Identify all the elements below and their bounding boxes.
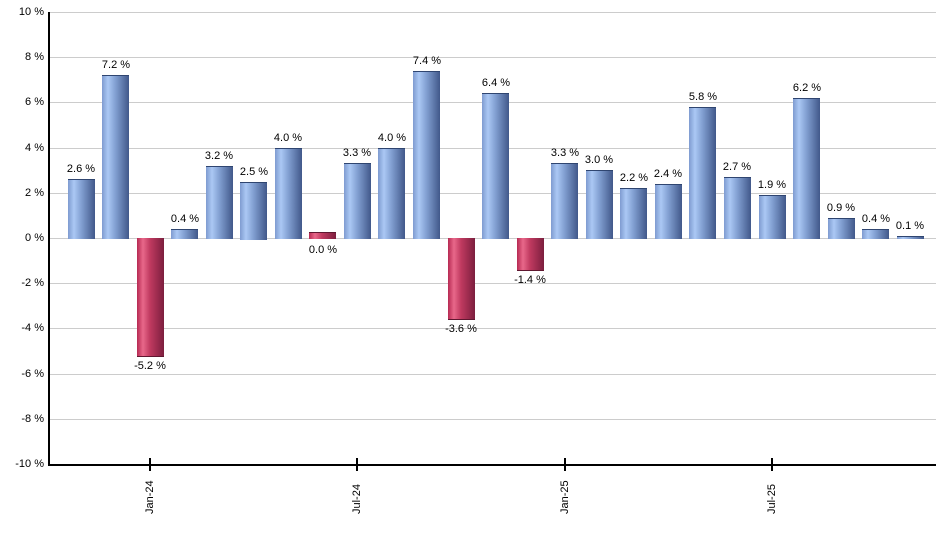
- y-tick-label: -4 %: [21, 322, 44, 334]
- bar-value-label: 3.3 %: [342, 147, 372, 159]
- bar-value-label: 2.2 %: [619, 172, 649, 184]
- bar-value-label: -1.4 %: [514, 274, 546, 286]
- y-tick-label: -2 %: [21, 277, 44, 289]
- bar-value-label: 4.0 %: [273, 132, 303, 144]
- y-tick-label: 10 %: [18, 6, 44, 18]
- bar-positive: [68, 179, 95, 239]
- bar-positive: [240, 182, 267, 240]
- bar-value-label: 0.9 %: [826, 202, 856, 214]
- bar-positive: [862, 229, 889, 239]
- bar-positive: [102, 75, 129, 239]
- bar-value-label: 6.4 %: [481, 77, 511, 89]
- bar-value-label: 7.2 %: [101, 59, 131, 71]
- y-gridline: [50, 419, 936, 420]
- bar-positive: [586, 170, 613, 239]
- y-axis-line: [48, 12, 50, 466]
- bar-positive: [275, 148, 302, 239]
- bar-value-label: 2.4 %: [653, 168, 683, 180]
- bar-value-label: -3.6 %: [445, 323, 477, 335]
- x-tick-mark: [149, 458, 151, 471]
- bar-positive: [793, 98, 820, 239]
- bar-positive: [171, 229, 198, 239]
- y-tick-label: 6 %: [25, 96, 44, 108]
- y-tick-label: -8 %: [21, 413, 44, 425]
- bar-value-label: 2.5 %: [239, 166, 269, 178]
- y-tick-label: 0 %: [25, 232, 44, 244]
- y-gridline: [50, 328, 936, 329]
- y-tick-label: 4 %: [25, 142, 44, 154]
- bar-value-label: 1.9 %: [757, 179, 787, 191]
- y-tick-label: 2 %: [25, 187, 44, 199]
- bar-value-label: 2.6 %: [66, 163, 96, 175]
- bar-positive: [206, 166, 233, 239]
- bar-positive: [655, 184, 682, 239]
- y-tick-label: -10 %: [15, 458, 44, 470]
- x-tick-label: Jan-25: [559, 480, 571, 514]
- bar-value-label: 0.4 %: [861, 213, 891, 225]
- bar-negative: [517, 238, 544, 271]
- bar-positive: [413, 71, 440, 239]
- y-gridline: [50, 57, 936, 58]
- bar-value-label: 2.7 %: [722, 161, 752, 173]
- y-tick-label: -6 %: [21, 368, 44, 380]
- y-gridline: [50, 374, 936, 375]
- bar-positive: [828, 218, 855, 239]
- bar-value-label: 6.2 %: [792, 82, 822, 94]
- bar-positive: [620, 188, 647, 239]
- bar-value-label: 4.0 %: [377, 132, 407, 144]
- bar-value-label: 7.4 %: [412, 55, 442, 67]
- bar-value-label: 0.4 %: [170, 213, 200, 225]
- bar-negative: [137, 238, 164, 357]
- bar-value-label: 0.0 %: [308, 244, 338, 256]
- bar-value-label: 3.3 %: [550, 147, 580, 159]
- bar-positive: [724, 177, 751, 239]
- bar-positive: [344, 163, 371, 239]
- bar-negative: [309, 232, 336, 239]
- x-tick-label: Jan-24: [144, 480, 156, 514]
- x-axis-line: [48, 464, 936, 466]
- x-tick-label: Jul-24: [351, 484, 363, 514]
- bar-positive: [897, 236, 924, 239]
- y-tick-label: 8 %: [25, 51, 44, 63]
- bar-positive: [551, 163, 578, 239]
- bar-positive: [689, 107, 716, 239]
- y-gridline: [50, 12, 936, 13]
- y-gridline: [50, 283, 936, 284]
- bar-negative: [448, 238, 475, 320]
- bar-positive: [482, 93, 509, 239]
- bar-value-label: 3.2 %: [204, 150, 234, 162]
- bar-value-label: 3.0 %: [584, 154, 614, 166]
- x-tick-label: Jul-25: [766, 484, 778, 514]
- bar-positive: [378, 148, 405, 239]
- bar-value-label: -5.2 %: [134, 360, 166, 372]
- x-tick-mark: [564, 458, 566, 471]
- bar-value-label: 0.1 %: [895, 220, 925, 232]
- bar-value-label: 5.8 %: [688, 91, 718, 103]
- bar-positive: [759, 195, 786, 239]
- x-tick-mark: [771, 458, 773, 471]
- x-tick-mark: [356, 458, 358, 471]
